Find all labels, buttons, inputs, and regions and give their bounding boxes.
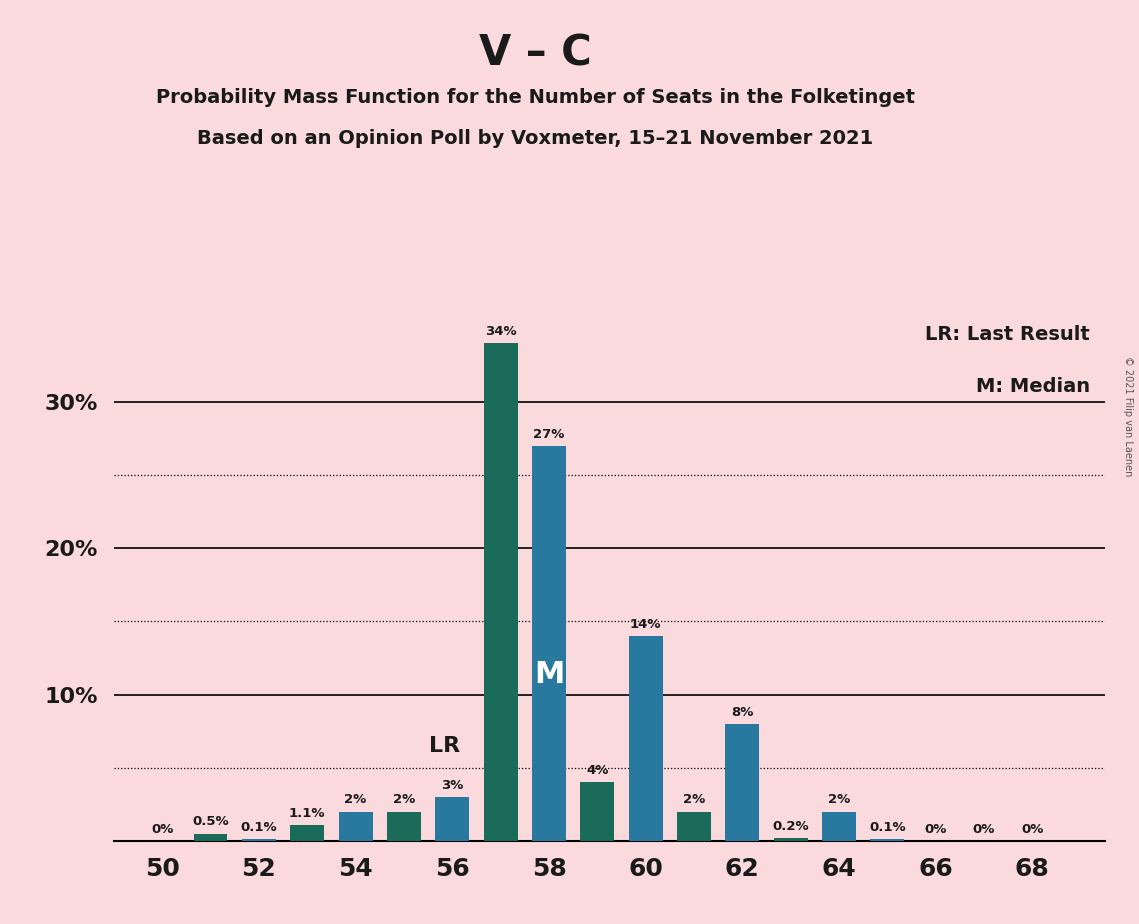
Bar xyxy=(726,723,760,841)
Text: 0%: 0% xyxy=(151,822,173,835)
Bar xyxy=(629,636,663,841)
Bar xyxy=(581,783,614,841)
Text: 0%: 0% xyxy=(1022,822,1043,835)
Text: Based on an Opinion Poll by Voxmeter, 15–21 November 2021: Based on an Opinion Poll by Voxmeter, 15… xyxy=(197,129,874,149)
Text: 2%: 2% xyxy=(344,794,367,807)
Text: M: M xyxy=(534,661,564,689)
Text: 0.1%: 0.1% xyxy=(240,821,277,834)
Text: 4%: 4% xyxy=(587,764,608,777)
Text: 0%: 0% xyxy=(973,822,995,835)
Text: 27%: 27% xyxy=(533,428,565,441)
Text: 2%: 2% xyxy=(683,794,705,807)
Text: M: Median: M: Median xyxy=(976,377,1090,396)
Text: 2%: 2% xyxy=(828,794,850,807)
Text: 3%: 3% xyxy=(441,779,464,792)
Bar xyxy=(241,839,276,841)
Text: 34%: 34% xyxy=(485,325,516,338)
Text: LR: LR xyxy=(429,736,460,756)
Bar xyxy=(532,446,566,841)
Text: © 2021 Filip van Laenen: © 2021 Filip van Laenen xyxy=(1123,356,1133,476)
Bar xyxy=(290,825,325,841)
Bar xyxy=(387,811,420,841)
Bar xyxy=(338,811,372,841)
Bar xyxy=(822,811,855,841)
Bar xyxy=(194,833,228,841)
Bar xyxy=(484,344,517,841)
Bar xyxy=(773,838,808,841)
Text: 8%: 8% xyxy=(731,706,754,719)
Text: 0.2%: 0.2% xyxy=(772,820,809,833)
Text: 0.1%: 0.1% xyxy=(869,821,906,834)
Text: 0.5%: 0.5% xyxy=(192,815,229,829)
Text: Probability Mass Function for the Number of Seats in the Folketinget: Probability Mass Function for the Number… xyxy=(156,88,915,107)
Text: LR: Last Result: LR: Last Result xyxy=(925,324,1090,344)
Text: 14%: 14% xyxy=(630,618,662,631)
Text: 0%: 0% xyxy=(925,822,947,835)
Bar xyxy=(677,811,711,841)
Text: V – C: V – C xyxy=(480,32,591,74)
Bar xyxy=(870,839,904,841)
Text: 2%: 2% xyxy=(393,794,415,807)
Bar xyxy=(435,796,469,841)
Text: 1.1%: 1.1% xyxy=(289,807,326,820)
